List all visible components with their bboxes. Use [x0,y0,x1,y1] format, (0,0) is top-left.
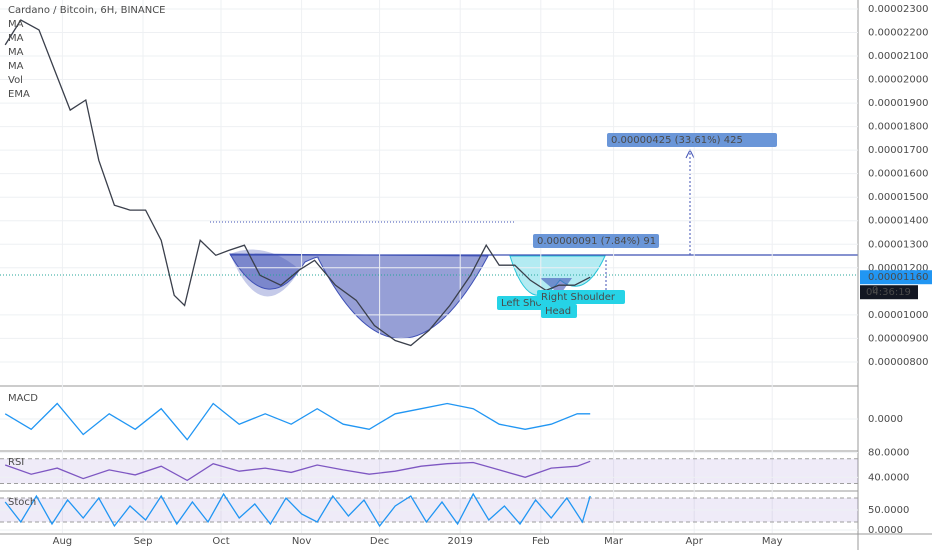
annotation-box [533,234,659,248]
x-tick-label: Dec [370,536,389,547]
price-tag [860,270,932,285]
series-line [4,402,591,441]
y-tick-label: 0.00001000 [868,310,928,321]
annotation-box [607,133,777,147]
series-line [4,19,591,347]
partial-tick: 0 [872,285,878,296]
countdown-box [860,285,918,300]
indicator-name: Vol [8,75,23,86]
y-tick-label: 0.00002100 [868,51,928,62]
x-tick-label: Mar [604,536,624,547]
y-tick-label: 0.0000 [868,414,903,425]
annotation: 0.00000091 (7.84%) 91 [537,236,656,247]
x-tick-label: Oct [212,536,229,547]
y-tick-label: 0.00000900 [868,333,928,344]
y-tick-label: 0.00001500 [868,192,928,203]
y-tick-label: 0.00001600 [868,169,928,180]
indicator-name: MA [8,61,24,72]
indicator-name: MA [8,33,24,44]
y-tick-label: 80.0000 [868,448,909,459]
y-tick-label: 0.00001300 [868,239,928,250]
x-tick-label: Nov [292,536,312,547]
y-tick-label: 0.0000 [868,525,903,536]
y-tick-label: 0.00000800 [868,357,928,368]
annotation: Right Shoulder [541,292,616,303]
indicator-name: MA [8,19,24,30]
y-tick-label: 0.00002200 [868,27,928,38]
y-tick-label: 0.00001400 [868,216,928,227]
y-tick-label: 0.00001800 [868,122,928,133]
annotation: 0.00000425 (33.61%) 425 [611,135,743,146]
countdown: 04:36:19 [866,287,911,298]
y-tick-label: 40.0000 [868,472,909,483]
y-tick-label: 0.00002000 [868,75,928,86]
series-line [4,460,591,482]
panel-title: RSI [8,457,24,468]
indicator-name: EMA [8,89,30,100]
y-tick-label: 0.00001200 [868,263,928,274]
band [0,458,858,484]
y-tick-label: 50.0000 [868,505,909,516]
panel-title: Stoch [8,497,36,508]
annotation: Left Shoulder [501,298,568,309]
y-tick-label: 0.00001900 [868,98,928,109]
x-tick-label: Sep [134,536,153,547]
x-tick-label: Aug [53,536,73,547]
price-tag-label: 0.00001160 [868,272,928,283]
panel-title: MACD [8,393,38,404]
annotation-box [541,304,577,318]
x-tick-label: May [762,536,783,547]
annotation-box [537,290,625,304]
series-line [4,492,591,528]
x-tick-label: 2019 [447,536,472,547]
chart-title: Cardano / Bitcoin, 6H, BINANCE [8,5,166,16]
y-tick-label: 0.00001700 [868,145,928,156]
x-tick-label: Apr [686,536,704,547]
x-tick-label: Feb [532,536,550,547]
indicator-name: MA [8,47,24,58]
annotation: Head [545,306,571,317]
y-tick-label: 0.00002300 [868,4,928,15]
